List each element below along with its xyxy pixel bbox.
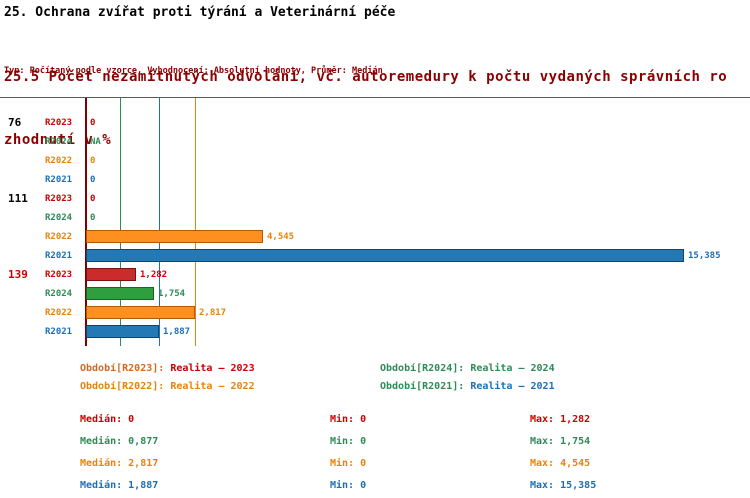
stat-min-R2021: Min: 0 xyxy=(330,480,367,491)
value-label: 1,282 xyxy=(140,270,168,280)
value-label: 4,545 xyxy=(267,232,295,242)
chart-row: R2022 2,817 xyxy=(0,303,750,322)
series-label-R2021: R2021 xyxy=(45,175,73,185)
series-label-R2022: R2022 xyxy=(45,156,73,166)
value-label: 0 xyxy=(90,118,96,128)
legend-series-value: Realita – 2023 xyxy=(170,363,255,374)
chart-meta-line: Typ: Počítaný podle vzorce, Vyhodnocení:… xyxy=(4,66,383,76)
bar-R2021 xyxy=(86,249,684,262)
series-label-R2024: R2024 xyxy=(45,213,73,223)
stat-median-R2022: Medián: 2,817 xyxy=(80,458,159,469)
series-label-R2024: R2024 xyxy=(45,137,73,147)
stat-min-R2022: Min: 0 xyxy=(330,458,367,469)
median-line-R2023 xyxy=(86,98,87,346)
value-label: 0 xyxy=(90,213,96,223)
legend-item-R2022: Období[R2022]: Realita – 2022 xyxy=(80,381,255,392)
stat-min-R2023: Min: 0 xyxy=(330,414,367,425)
legend-series-value: Realita – 2022 xyxy=(170,381,255,392)
series-label-R2022: R2022 xyxy=(45,308,73,318)
group-label: 111 xyxy=(8,192,28,205)
stat-max-R2021: Max: 15,385 xyxy=(530,480,597,491)
stat-max-R2022: Max: 4,545 xyxy=(530,458,591,469)
chart-row: R2022 4,545 xyxy=(0,227,750,246)
value-label: 2,817 xyxy=(199,308,227,318)
stat-median-R2024: Medián: 0,877 xyxy=(80,436,159,447)
chart-row: 76 R2023 0 xyxy=(0,113,750,132)
legend-series-key: Období[R2024]: xyxy=(380,363,471,374)
value-label: 15,385 xyxy=(688,251,721,261)
bar-chart-plot-area: 76 R2023 0 R2024 NA R2022 0 R2021 0 111 R2023 0 R202… xyxy=(0,97,750,346)
chart-row: 111 R2023 0 xyxy=(0,189,750,208)
bar-R2022 xyxy=(86,230,263,243)
stat-median-R2021: Medián: 1,887 xyxy=(80,480,159,491)
series-label-R2024: R2024 xyxy=(45,289,73,299)
series-label-R2023: R2023 xyxy=(45,270,73,280)
series-label-R2022: R2022 xyxy=(45,232,73,242)
value-label: 0 xyxy=(90,194,96,204)
legend-series-value: Realita – 2021 xyxy=(470,381,555,392)
bar-R2022 xyxy=(86,306,195,319)
chart-subtitle: 25.5 Počet nezamítnutých odvolání, vč. a… xyxy=(4,25,727,172)
value-label: 1,754 xyxy=(158,289,186,299)
median-line-R2024 xyxy=(120,98,121,346)
chart-subtitle-line1: 25.5 Počet nezamítnutých odvolání, vč. a… xyxy=(4,69,728,85)
legend-series-value: Realita – 2024 xyxy=(470,363,555,374)
bar-R2024 xyxy=(86,287,154,300)
stat-max-R2024: Max: 1,754 xyxy=(530,436,591,447)
bar-R2021 xyxy=(86,325,159,338)
chart-row: R2024 NA xyxy=(0,132,750,151)
chart-row: R2021 0 xyxy=(0,170,750,189)
stat-max-R2023: Max: 1,282 xyxy=(530,414,591,425)
value-label: 1,887 xyxy=(163,327,191,337)
series-label-R2023: R2023 xyxy=(45,118,73,128)
chart-subtitle-line2: zhodnutí v % xyxy=(4,132,112,148)
y-axis-line xyxy=(85,98,86,346)
series-label-R2021: R2021 xyxy=(45,327,73,337)
series-label-R2023: R2023 xyxy=(45,194,73,204)
chart-row: 139 R2023 1,282 xyxy=(0,265,750,284)
chart-row: R2022 0 xyxy=(0,151,750,170)
group-label: 76 xyxy=(8,116,22,129)
chart-row: R2021 15,385 xyxy=(0,246,750,265)
group-label: 139 xyxy=(8,268,28,281)
legend-item-R2024: Období[R2024]: Realita – 2024 xyxy=(380,363,555,374)
chart-row: R2024 0 xyxy=(0,208,750,227)
median-line-R2022 xyxy=(195,98,196,346)
chart-title: 25. Ochrana zvířat proti týrání a Veteri… xyxy=(4,5,396,20)
median-line-R2021 xyxy=(159,98,160,346)
chart-row: R2021 1,887 xyxy=(0,322,750,341)
legend-item-R2021: Období[R2021]: Realita – 2021 xyxy=(380,381,555,392)
value-label: 0 xyxy=(90,156,96,166)
bar-R2023 xyxy=(86,268,136,281)
stat-median-R2023: Medián: 0 xyxy=(80,414,135,425)
legend-series-key: Období[R2021]: xyxy=(380,381,471,392)
chart-row: R2024 1,754 xyxy=(0,284,750,303)
value-label: 0 xyxy=(90,175,96,185)
stat-min-R2024: Min: 0 xyxy=(330,436,367,447)
series-label-R2021: R2021 xyxy=(45,251,73,261)
legend-series-key: Období[R2022]: xyxy=(80,381,171,392)
legend-series-key: Období[R2023]: xyxy=(80,363,171,374)
legend-item-R2023: Období[R2023]: Realita – 2023 xyxy=(80,363,255,374)
value-label: NA xyxy=(90,137,101,147)
